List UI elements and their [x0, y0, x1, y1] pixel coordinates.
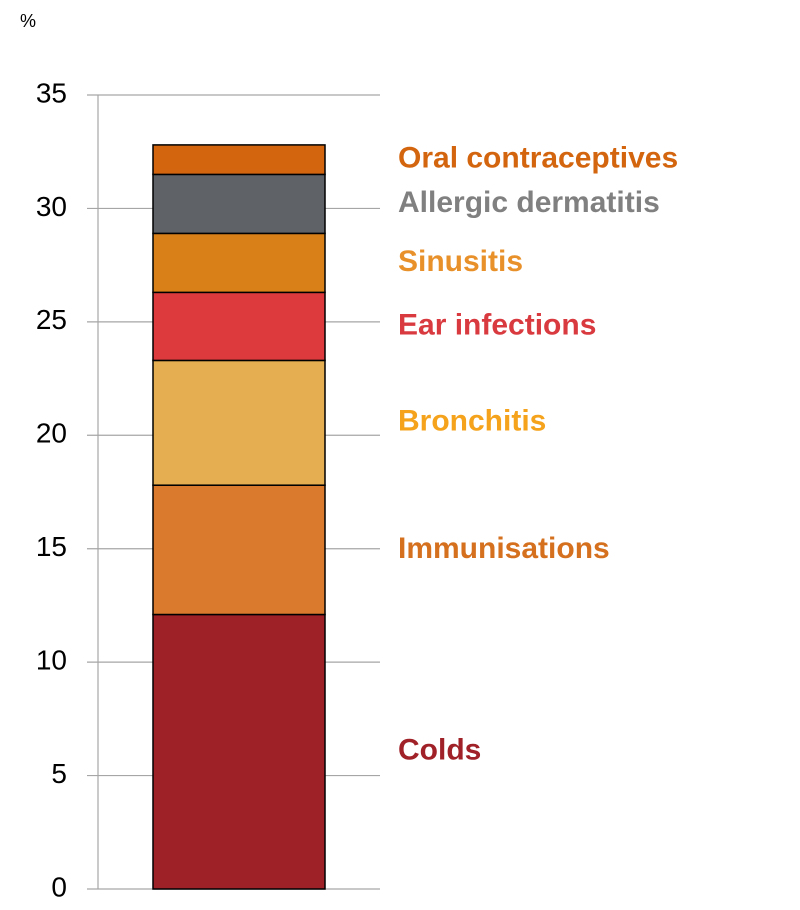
- segment-label: Oral contraceptives: [398, 142, 678, 175]
- segment-label: Allergic dermatitis: [398, 186, 660, 219]
- segment-label: Immunisations: [398, 532, 610, 565]
- y-tick-label: 0: [51, 871, 67, 902]
- bar-segment: [152, 173, 326, 235]
- segment-label: Ear infections: [398, 308, 596, 341]
- bar-segment: [152, 613, 326, 890]
- y-tick-label: 25: [36, 304, 67, 335]
- y-tick-label: 30: [36, 191, 67, 222]
- bar-segment: [152, 484, 326, 616]
- bar-segment: [152, 144, 326, 176]
- segment-label: Bronchitis: [398, 405, 546, 438]
- bar-segment: [152, 232, 326, 294]
- y-tick-label: 35: [36, 77, 67, 108]
- segment-label: Colds: [398, 734, 481, 767]
- bar-segment: [152, 291, 326, 362]
- y-tick-label: 20: [36, 418, 67, 449]
- y-tick-label: 10: [36, 645, 67, 676]
- y-tick-label: 15: [36, 531, 67, 562]
- segment-label: Sinusitis: [398, 245, 523, 278]
- y-tick-label: 5: [51, 758, 67, 789]
- y-axis-label: %: [20, 11, 36, 31]
- bar-segment: [152, 359, 326, 486]
